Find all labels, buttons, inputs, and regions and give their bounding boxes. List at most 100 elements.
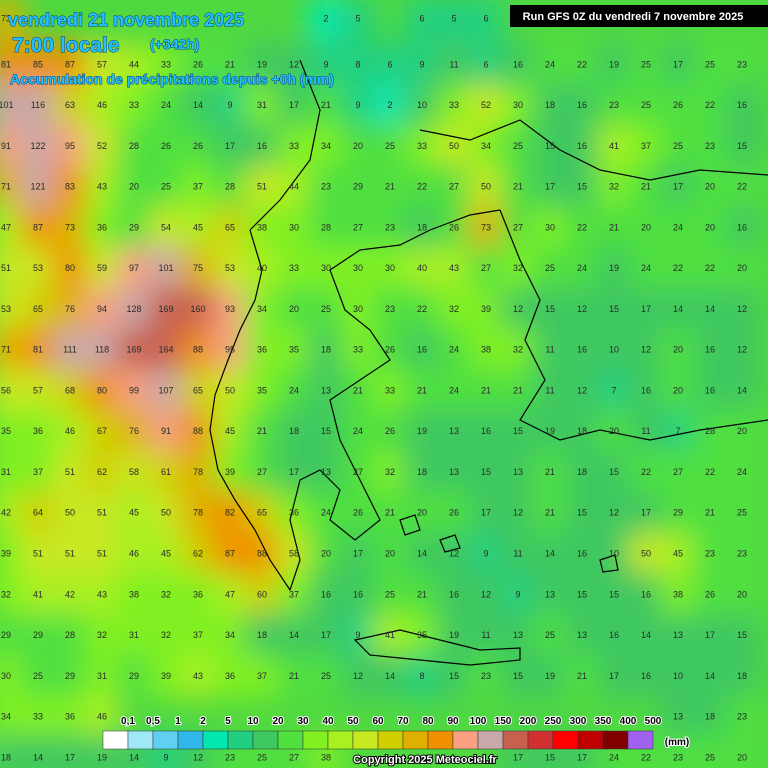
- field-cell: [373, 613, 407, 658]
- grid-value: 21: [225, 59, 235, 69]
- field-cell: [437, 287, 471, 332]
- field-cell: [149, 369, 183, 414]
- grid-value: 22: [705, 467, 715, 477]
- grid-value: 21: [705, 508, 715, 518]
- field-cell: [437, 165, 471, 210]
- field-cell: [117, 450, 151, 495]
- field-cell: [0, 246, 23, 291]
- field-cell: [181, 613, 215, 658]
- coastlines: [209, 59, 768, 666]
- grid-value: 21: [289, 671, 299, 681]
- grid-value: 14: [641, 630, 651, 640]
- field-cell: [629, 491, 663, 536]
- grid-value: 15: [481, 467, 491, 477]
- grid-value: 31: [97, 671, 107, 681]
- field-cell: [373, 83, 407, 128]
- legend-label: 0,5: [146, 716, 160, 727]
- field-cell: [85, 572, 119, 617]
- grid-value: 13: [321, 467, 331, 477]
- grid-value: 15: [737, 141, 747, 151]
- grid-value: 23: [225, 752, 235, 762]
- grid-value: 45: [673, 548, 683, 558]
- legend-swatch: [552, 730, 579, 750]
- grid-value: 36: [257, 345, 267, 355]
- field-cell: [629, 43, 663, 87]
- field-cell: [85, 206, 119, 251]
- field-cell: [501, 409, 535, 454]
- grid-value: 14: [705, 671, 715, 681]
- field-cell: [309, 43, 343, 87]
- legend-label: 50: [347, 716, 359, 727]
- legend-swatch: [277, 730, 304, 750]
- grid-value: 13: [449, 426, 459, 436]
- field-cell: [21, 328, 55, 373]
- field-cell: [725, 532, 759, 577]
- field-cell: [117, 328, 151, 373]
- field-cell: [341, 613, 375, 658]
- grid-value: 15: [577, 182, 587, 192]
- field-cell: [469, 0, 503, 41]
- grid-values: 73 2 5 6 5 681 85 87 57 44 33 26 21 19 12 9 8 6 9 11 6 16 24 22…: [0, 13, 747, 762]
- field-cell: [725, 124, 759, 169]
- field-cell: [437, 328, 471, 373]
- field-cell: [277, 450, 311, 495]
- field-cell: [341, 532, 375, 577]
- grid-value: 15: [321, 426, 331, 436]
- legend-swatch: [302, 730, 329, 750]
- grid-value: 35: [289, 345, 299, 355]
- grid-value: 21: [577, 671, 587, 681]
- field-cell: [405, 206, 439, 251]
- grid-value: 80: [65, 263, 75, 273]
- legend-label: 200: [520, 716, 537, 727]
- legend-label: 400: [620, 716, 637, 727]
- grid-value: 33: [289, 141, 299, 151]
- grid-value: 87: [225, 548, 235, 558]
- grid-value: 17: [225, 141, 235, 151]
- field-cell: [0, 532, 23, 577]
- grid-value: 65: [193, 385, 203, 395]
- grid-value: 22: [577, 222, 587, 232]
- grid-value: 10: [417, 100, 427, 110]
- field-cell: [373, 206, 407, 251]
- field-cell: [693, 450, 727, 495]
- grid-value: 20: [129, 182, 139, 192]
- grid-value: 17: [481, 508, 491, 518]
- field-cell: [501, 165, 535, 210]
- grid-value: 29: [129, 671, 139, 681]
- field-cell: [661, 287, 695, 332]
- grid-value: 23: [385, 304, 395, 314]
- grid-value: 11: [449, 59, 458, 69]
- field-cell: [149, 613, 183, 658]
- grid-value: 20: [289, 304, 299, 314]
- grid-value: 25: [161, 182, 171, 192]
- field-cell: [213, 246, 247, 291]
- field-cell: [149, 287, 183, 332]
- grid-value: 15: [449, 671, 459, 681]
- grid-value: 25: [33, 671, 43, 681]
- grid-value: 20: [705, 222, 715, 232]
- field-cell: [693, 735, 727, 768]
- grid-value: 19: [609, 263, 619, 273]
- field-cell: [53, 409, 87, 454]
- grid-value: 21: [385, 508, 395, 518]
- grid-value: 63: [65, 100, 75, 110]
- field-cell: [629, 654, 663, 699]
- field-cell: [661, 613, 695, 658]
- grid-value: 37: [641, 141, 651, 151]
- field-cell: [661, 43, 695, 87]
- grid-value: 20: [673, 385, 683, 395]
- grid-value: 34: [481, 141, 491, 151]
- grid-value: 15: [545, 141, 555, 151]
- field-cell: [629, 572, 663, 617]
- field-cell: [245, 532, 279, 577]
- grid-value: 47: [225, 589, 235, 599]
- field-cell: [245, 572, 279, 617]
- field-cell: [661, 246, 695, 291]
- field-cell: [21, 491, 55, 536]
- field-cell: [629, 532, 663, 577]
- grid-value: 26: [385, 345, 395, 355]
- field-cell: [469, 532, 503, 577]
- field-cell: [661, 654, 695, 699]
- grid-value: 21: [417, 589, 427, 599]
- grid-value: 14: [193, 100, 203, 110]
